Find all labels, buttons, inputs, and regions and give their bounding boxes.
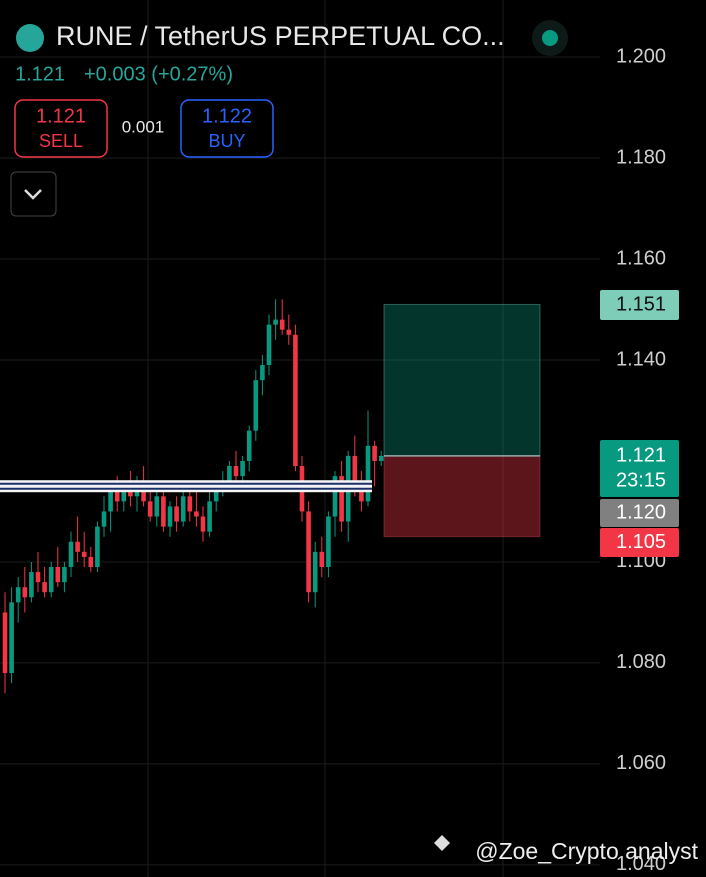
candle-body [114,491,120,502]
price-label: 1.121 [616,444,666,466]
candle-body [378,455,384,461]
price-label-bg [600,528,679,557]
candle-body [372,445,377,461]
last-price: 1.121 [15,63,65,85]
candle-body [81,551,87,557]
profit-zone [383,303,541,457]
candle-body [55,566,61,583]
watermark-icon [434,835,450,851]
candle-body [121,486,127,502]
candle-body [279,319,285,330]
candle-body [62,566,67,583]
candle-body [35,572,41,583]
candle-body [339,476,344,522]
spread: 0.001 [122,117,165,136]
collapse-button[interactable] [10,171,57,217]
candle-body [48,566,54,593]
sell-label[interactable]: SELL [39,131,83,151]
candle-body [15,587,21,603]
candle-body [240,460,245,477]
candle-body [161,496,166,527]
candle-body [2,612,8,674]
countdown: 23:15 [616,469,666,491]
price-change: +0.003 (+0.27%) [84,63,233,85]
y-tick-label: 1.200 [616,45,666,67]
price-label-bg [600,290,679,320]
price-label-bg [600,499,679,527]
watermark: @Zoe_Crypto analyst [475,838,698,864]
candle-body [147,501,153,517]
candle-body [319,551,325,567]
candle-body [194,511,199,517]
candle-body [253,380,259,431]
buy-price[interactable]: 1.122 [202,105,252,127]
price-label: 1.151 [616,293,666,315]
candle-body [75,541,80,552]
candle-body [293,334,298,467]
candle-body [233,466,239,477]
candle-body [365,445,371,502]
candle-body [352,455,358,482]
level-line [0,480,372,493]
price-label-bg [600,440,679,497]
sell-button[interactable] [14,99,108,158]
y-tick-label: 1.140 [616,348,666,370]
candle-body [101,511,107,527]
y-tick-label: 1.040 [616,853,666,875]
candle-body [29,572,34,598]
candle-body [200,516,206,532]
candle-body [213,491,219,502]
candle-body [207,501,212,532]
candle-body [286,329,292,335]
symbol-title[interactable]: RUNE / TetherUS PERPETUAL CO... [56,21,505,51]
candle-body [332,476,338,517]
buy-button[interactable] [180,99,274,158]
candle-body [167,506,173,527]
candle-body [326,516,331,567]
y-tick-label: 1.160 [616,247,666,269]
candle-body [95,526,100,567]
sell-price[interactable]: 1.121 [36,105,86,127]
candle-body [312,551,318,593]
candle-body [187,496,193,512]
price-label: 1.120 [616,501,666,523]
candle-body [154,496,160,517]
candle-body [42,582,47,593]
y-tick-label: 1.060 [616,752,666,774]
coin-icon [16,24,44,52]
chevron-icon [24,189,42,200]
candle-body [88,556,94,567]
buy-label[interactable]: BUY [208,131,245,151]
candle-body [260,365,265,381]
candle-body [174,506,179,522]
candle-body [246,430,252,461]
price-label: 1.105 [616,531,666,553]
candle-body [108,491,113,512]
candle-body [266,324,272,366]
candle-body [9,602,14,674]
loss-zone [383,455,541,538]
y-tick-label: 1.180 [616,146,666,168]
status-dot [542,30,558,46]
candle-body [22,587,28,598]
candle-body [306,511,311,593]
candle-body [273,319,278,325]
candle-body [227,466,232,482]
y-tick-label: 1.080 [616,651,666,673]
candle-body [68,541,74,567]
candle-body [180,496,186,522]
